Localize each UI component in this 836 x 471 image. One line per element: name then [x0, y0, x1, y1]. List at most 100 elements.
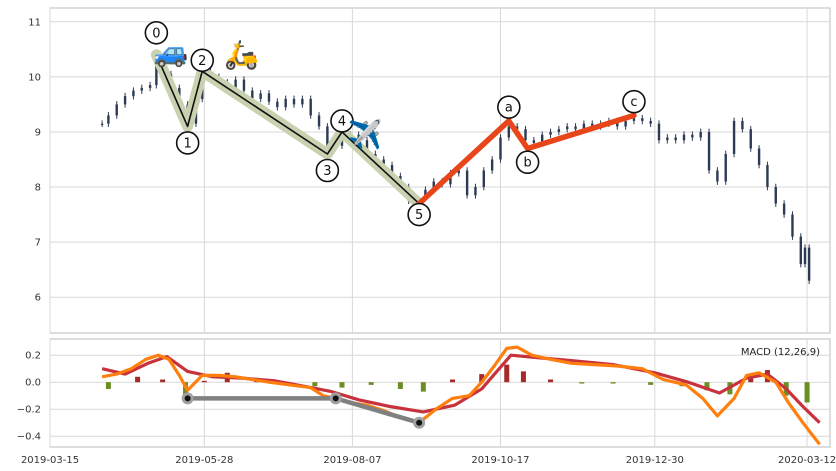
divergence-point	[332, 395, 339, 402]
candle-body	[682, 134, 686, 141]
histogram-bar-negative	[339, 382, 345, 388]
histogram-bar-negative	[105, 382, 111, 389]
candle-body	[100, 123, 104, 125]
scooter-icon: 🛵	[224, 38, 259, 71]
x-tick-label: 2020-03-12	[778, 455, 836, 466]
candle-body	[557, 129, 561, 132]
histogram-bar-negative	[579, 382, 585, 384]
candle-body	[482, 170, 485, 188]
macd-y-tick-label: 0.0	[25, 378, 41, 389]
wave-label-0: 0	[152, 26, 160, 41]
candle-body	[716, 170, 719, 182]
price-y-tick-label: 10	[28, 72, 41, 83]
macd-legend: MACD (12,26,9)	[741, 347, 820, 358]
candle-body	[242, 79, 246, 91]
candle-body	[782, 203, 786, 215]
histogram-bar-positive	[201, 380, 207, 383]
wave-label-circle	[144, 20, 169, 45]
candle-body	[259, 93, 262, 99]
candle-body	[741, 120, 744, 130]
candle-body	[357, 134, 360, 141]
histogram-bar-positive	[479, 374, 485, 383]
x-tick-label: 2019-12-30	[626, 455, 684, 466]
histogram-bar-negative	[704, 382, 710, 391]
histogram-bar-positive	[160, 379, 166, 383]
candle-body	[791, 214, 794, 237]
candle-body	[591, 123, 594, 127]
histogram-bar-negative	[312, 382, 318, 387]
candle-body	[774, 187, 777, 204]
candle-body	[666, 137, 669, 141]
x-tick-label: 2019-10-17	[471, 455, 529, 466]
candle-body	[507, 126, 511, 138]
candle-body	[649, 120, 652, 124]
signal-line	[101, 353, 821, 424]
candle-body	[691, 134, 694, 138]
divergence-point	[184, 395, 191, 402]
candle-body	[284, 98, 287, 108]
wave-label-a: a	[505, 101, 513, 116]
wave-label-3: 3	[323, 164, 331, 179]
candle-body	[457, 170, 460, 174]
histogram-bar-negative	[610, 382, 616, 384]
candle-body	[574, 126, 577, 130]
wave-label-circle	[622, 89, 646, 114]
price-y-tick-label: 8	[35, 183, 41, 194]
histogram-bar-negative	[368, 382, 374, 385]
price-y-tick-label: 11	[28, 17, 41, 28]
airplane-icon: ✈️	[347, 117, 382, 151]
candle-body	[524, 129, 527, 141]
candle-body	[582, 123, 586, 130]
candle-body	[803, 247, 807, 265]
wave-label-circle	[330, 109, 354, 133]
candle-body	[115, 104, 118, 116]
x-tick-label: 2019-03-15	[21, 455, 79, 466]
wave-label-5: 5	[415, 208, 423, 223]
candle-body	[490, 159, 494, 171]
candle-body	[799, 236, 803, 265]
price-y-tick-label: 6	[35, 293, 41, 304]
candle-body	[641, 118, 644, 121]
wave-label-4: 4	[338, 114, 346, 129]
candle-body	[474, 187, 477, 196]
candle-body	[449, 173, 452, 185]
candle-body	[267, 93, 271, 102]
candle-body	[301, 98, 304, 105]
car-icon: 🚙	[154, 35, 189, 68]
candle-body	[309, 98, 312, 116]
histogram-bar-negative	[804, 382, 810, 403]
candle-body	[326, 126, 329, 149]
candle-body	[123, 96, 127, 105]
price-y-tick-label: 7	[35, 238, 41, 249]
histogram-bar-negative	[648, 382, 654, 385]
wave-label-1: 1	[184, 136, 192, 151]
price-panel	[49, 7, 831, 334]
candle-body	[140, 87, 143, 91]
histogram-bar-positive	[450, 379, 456, 383]
candle-body	[624, 120, 627, 127]
candle-body	[749, 129, 752, 149]
candle-body	[148, 85, 152, 88]
histogram-bar-negative	[420, 382, 426, 392]
candle-body	[382, 159, 385, 165]
candle-body	[724, 153, 727, 182]
wave-label-circle	[175, 131, 200, 155]
wave-label-b: b	[523, 156, 531, 171]
candle-body	[132, 90, 135, 97]
histogram-bar-positive	[520, 371, 526, 383]
candle-body	[807, 247, 811, 281]
wave-label-2: 2	[198, 54, 206, 69]
histogram-bar-negative	[397, 382, 403, 389]
candle-body	[499, 137, 502, 160]
candle-body	[549, 131, 552, 135]
x-tick-label: 2019-05-28	[175, 455, 233, 466]
candle-body	[757, 148, 761, 165]
x-tick-label: 2019-08-07	[323, 455, 381, 466]
candle-body	[292, 98, 296, 105]
candle-body	[732, 120, 736, 154]
candle-body	[657, 123, 661, 141]
divergence-point	[416, 419, 423, 426]
histogram-bar-negative	[183, 382, 189, 399]
